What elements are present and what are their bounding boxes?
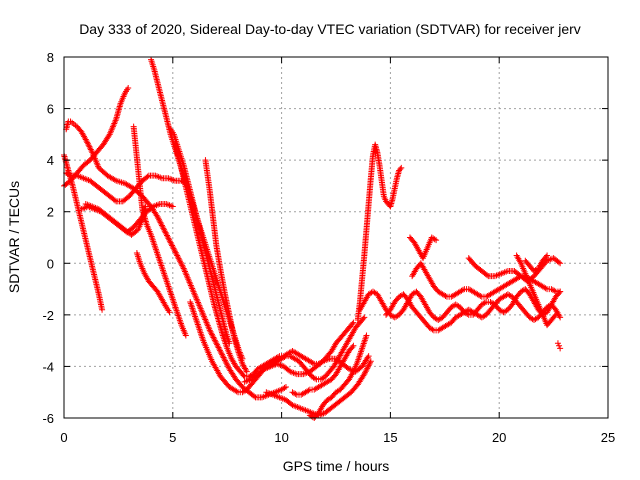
- series-track-18: [354, 141, 405, 324]
- data-point-markers: [354, 141, 405, 324]
- data-point-markers: [171, 141, 357, 380]
- plot-frame: [63, 56, 609, 419]
- series-track-22: [406, 234, 440, 262]
- data-point-markers: [406, 234, 440, 262]
- series-track-8: [133, 249, 173, 316]
- data-point-markers: [167, 126, 233, 347]
- data-point-markers: [133, 249, 173, 316]
- x-tick-label: 15: [383, 430, 397, 445]
- x-tick-label: 10: [274, 430, 288, 445]
- data-point-markers: [202, 157, 250, 375]
- data-point-markers: [513, 252, 559, 329]
- series-track-7: [130, 123, 189, 339]
- y-tick-label: 4: [47, 153, 54, 168]
- data-point-markers: [187, 298, 368, 396]
- y-tick-label: 0: [47, 256, 54, 271]
- data-point-markers: [554, 340, 564, 352]
- series-track-12: [187, 298, 368, 396]
- y-tick-label: -4: [42, 359, 54, 374]
- data-point-markers: [130, 123, 189, 339]
- chart-title: Day 333 of 2020, Sidereal Day-to-day VTE…: [79, 21, 581, 37]
- y-tick-label: 6: [47, 102, 54, 117]
- series-track-17: [306, 332, 370, 421]
- x-axis-title: GPS time / hours: [283, 458, 390, 474]
- series-track-25: [522, 252, 551, 275]
- x-tick-label: 5: [169, 430, 176, 445]
- tick-labels: 0 5 10 15 20 25 -6 -4 -2 0 2 4 6 8: [42, 50, 615, 445]
- y-tick-label: -6: [42, 411, 54, 426]
- series-track-4: [63, 170, 189, 205]
- series-track-14: [241, 353, 372, 385]
- data-point-markers: [306, 332, 370, 421]
- series-track-26: [554, 340, 564, 352]
- data-point-markers: [289, 342, 357, 398]
- series-track-10: [167, 126, 233, 347]
- series-track-15: [263, 358, 374, 419]
- ticks: [63, 56, 609, 419]
- y-tick-label: -2: [42, 308, 54, 323]
- y-tick-label: 8: [47, 50, 54, 65]
- series-track-16: [289, 342, 357, 398]
- data-point-markers: [522, 252, 551, 275]
- data-point-markers: [241, 353, 372, 385]
- data-point-markers: [63, 170, 189, 205]
- series-track-24: [513, 252, 559, 329]
- series-track-13: [202, 157, 250, 375]
- data-point-markers: [263, 358, 374, 419]
- x-tick-label: 0: [60, 430, 67, 445]
- x-tick-label: 20: [492, 430, 506, 445]
- series-track-11: [171, 141, 357, 380]
- y-axis-title: SDTVAR / TECUs: [6, 181, 22, 293]
- y-tick-label: 2: [47, 205, 54, 220]
- x-tick-label: 25: [601, 430, 615, 445]
